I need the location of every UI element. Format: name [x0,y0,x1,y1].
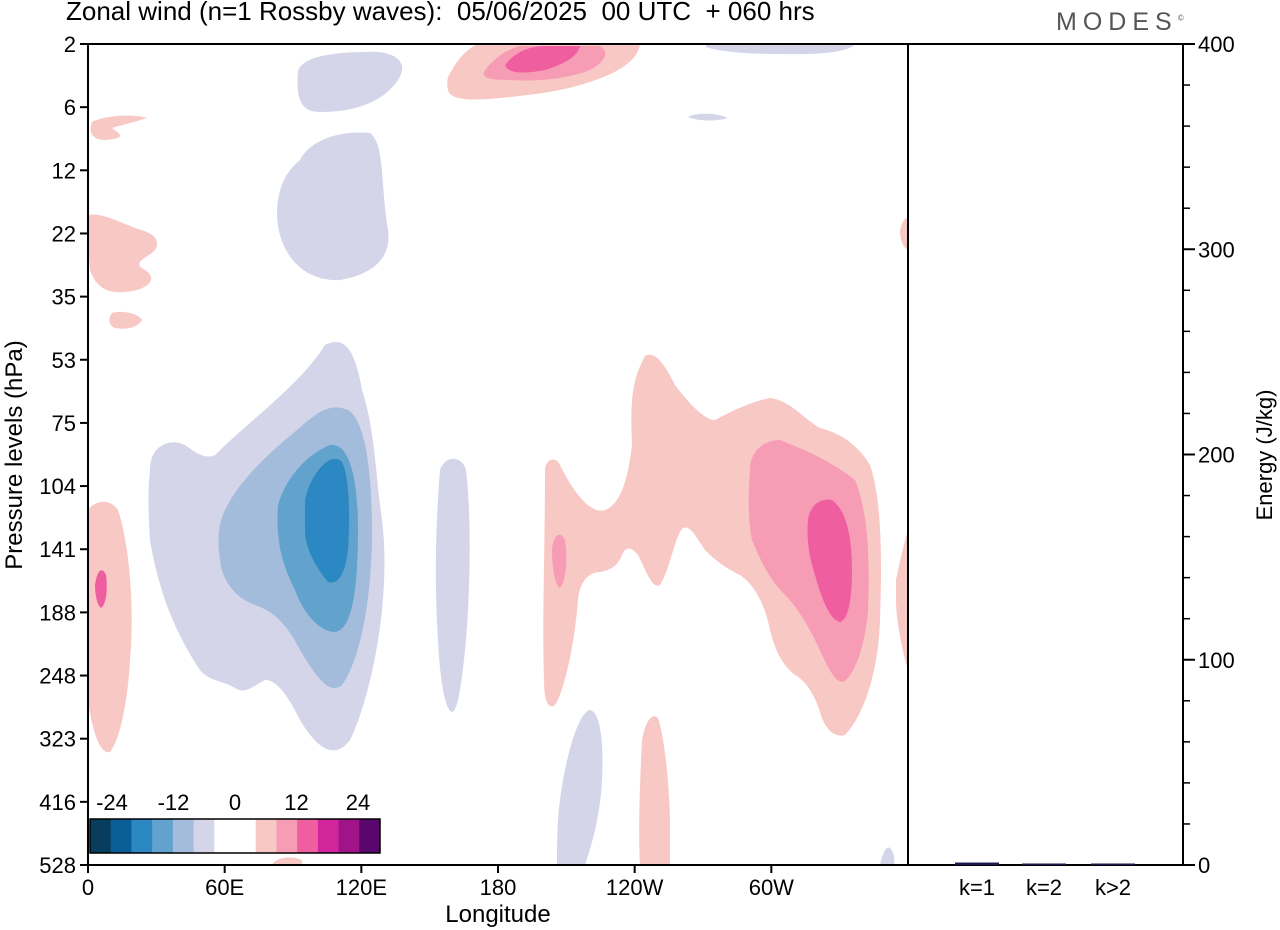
contour-pos1 [90,115,147,140]
colorbar-swatch [152,819,174,853]
y-tick-label: 12 [52,158,76,183]
energy-bar [1091,863,1135,865]
contour-field [88,44,908,865]
colorbar-swatch [193,819,215,853]
contour-pos1 [639,716,670,865]
contour-pos3 [505,46,580,73]
x-axis-label: Longitude [445,901,550,928]
energy-axis-label: Energy (J/kg) [1252,390,1277,521]
brand-mark: © [1177,13,1184,23]
y-tick-label: 248 [39,664,76,689]
colorbar-label: 0 [229,790,241,815]
x-tick-label: 0 [82,875,94,900]
y-axis-ticks: 2 6 12 22 35 53 75 104 141 188 248 323 416 528 [39,32,88,878]
colorbar-swatch [359,819,381,853]
colorbar-label: 24 [346,790,370,815]
contour-pos1 [88,501,132,753]
contour-neg1 [297,51,403,112]
contour-neg4 [305,458,350,583]
contour-pos1 [272,857,302,865]
energy-tick-label: 200 [1198,443,1235,468]
y-tick-label: 22 [52,221,76,246]
y-tick-label: 53 [52,348,76,373]
y-tick-label: 528 [39,853,76,878]
colorbar-swatch [110,819,132,853]
brand-name: MODES [1056,8,1178,36]
energy-tick-label: 0 [1198,853,1210,878]
colorbar-swatch [172,819,195,853]
x-tick-label: 120W [606,875,664,900]
colorbar-label: -24 [96,790,128,815]
y-tick-label: 6 [64,95,76,120]
colorbar-swatch [90,819,112,853]
colorbar-swatch [214,819,236,853]
colorbar-swatch [317,819,340,853]
contour-pos2 [552,534,567,588]
colorbar: -24 -12 0 12 24 [88,785,382,857]
contour-neg1 [557,710,603,865]
contour-pos3 [95,570,107,608]
bar-category-label: k>2 [1095,875,1131,900]
colorbar-swatch [276,819,298,853]
bar-category-label: k=1 [959,875,995,900]
colorbar-frame [89,818,381,854]
brand-logo: MODES© [1056,8,1184,37]
energy-tick-label: 400 [1198,32,1235,57]
colorbar-swatch [235,819,257,853]
energy-tick-label: 300 [1198,237,1235,262]
y-tick-label: 104 [39,474,76,499]
y-tick-label: 188 [39,600,76,625]
contour-neg1 [706,44,855,55]
colorbar-swatch [297,819,319,853]
chart-title: Zonal wind (n=1 Rossby waves): 05/06/202… [66,0,815,26]
contour-pos1 [109,311,142,329]
bar-series: k=1 k=2 k>2 [955,862,1135,900]
x-tick-label: 60E [205,875,244,900]
y-tick-label: 323 [39,727,76,752]
energy-axis-ticks: 0 100 200 300 400 [1183,32,1235,878]
contour-pos3 [807,499,852,622]
contour-neg1 [880,847,895,865]
bar-category-label: k=2 [1026,875,1062,900]
contour-pos1 [896,530,908,670]
energy-bar [1022,863,1066,865]
colorbar-label: -12 [158,790,190,815]
energy-tick-label: 100 [1198,648,1235,673]
colorbar-swatch [338,819,360,853]
y-tick-label: 35 [52,285,76,310]
x-tick-label: 120E [336,875,387,900]
y-axis-label: Pressure levels (hPa) [1,340,28,569]
contour-neg1 [277,132,389,281]
contour-neg1 [435,458,470,712]
y-tick-label: 416 [39,790,76,815]
x-tick-label: 180 [480,875,517,900]
x-axis-ticks: 0 60E 120E 180 120W 60W [82,865,794,900]
y-tick-label: 141 [39,537,76,562]
y-tick-label: 75 [52,411,76,436]
colorbar-label: 12 [284,790,308,815]
contour-pos1 [88,214,158,293]
colorbar-swatch [131,819,153,853]
energy-bar [955,862,999,865]
colorbar-swatch [255,819,277,853]
x-tick-label: 60W [749,875,794,900]
contour-pos1 [900,218,908,250]
y-tick-label: 2 [64,32,76,57]
contour-neg1 [688,113,728,121]
